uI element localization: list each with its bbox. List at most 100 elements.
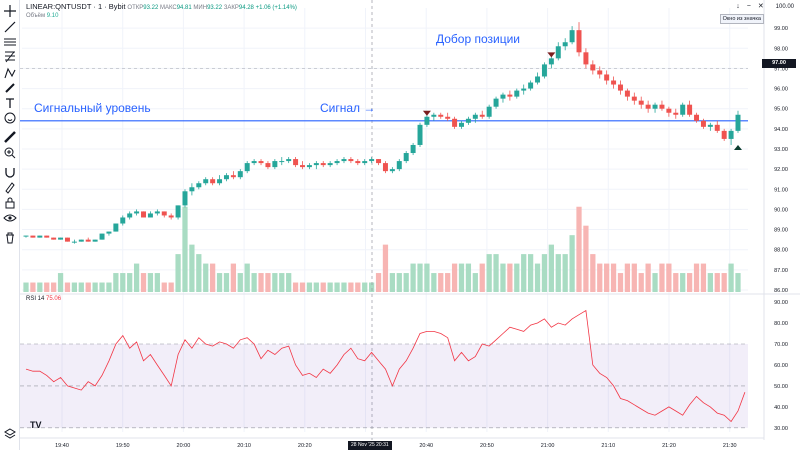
candle-body (617, 84, 623, 91)
trend-line-icon[interactable] (2, 20, 18, 34)
eye-icon[interactable] (2, 211, 18, 225)
candle-body (624, 90, 630, 97)
crosshair-icon[interactable] (2, 4, 18, 18)
volume-bar (438, 273, 444, 292)
candle-body (631, 96, 637, 101)
axes: 99.00 98.00 97.00 96.00 95.00 94.00 93.00 92.00… (55, 26, 788, 449)
candle-body (369, 159, 375, 162)
add-position-label[interactable]: Добор позиции (436, 32, 521, 46)
minus-icon[interactable]: − (746, 3, 751, 10)
candle-body (493, 98, 499, 107)
symbol-title[interactable]: LINEAR:QNTUSDT · 1 · Bybit (26, 2, 126, 11)
volume-bar (431, 273, 437, 292)
high-value: 94.81 (176, 5, 192, 11)
trade-markers (422, 52, 742, 150)
volume-bar (189, 244, 195, 292)
volume-bar (548, 244, 554, 292)
candle-body (251, 161, 257, 164)
emoji-icon[interactable] (2, 111, 18, 125)
volume-bar (624, 263, 631, 292)
candle-body (161, 211, 167, 216)
candle-body (562, 42, 568, 47)
signal-level-label[interactable]: Сигнальный уровень (34, 101, 151, 115)
volume-bar (223, 273, 230, 292)
volume-bar (458, 263, 465, 292)
brush-icon[interactable] (2, 81, 18, 95)
arrow-down-icon[interactable]: ↓ (736, 3, 740, 10)
volume-bar (133, 263, 140, 292)
trash-icon[interactable] (2, 231, 18, 245)
volume-bar (569, 235, 575, 292)
volume-bar (555, 254, 561, 292)
volume-bar (286, 273, 292, 292)
volume-bar (320, 282, 326, 292)
volume-bar (396, 273, 402, 292)
volume-bar (120, 273, 126, 292)
time-tick-label: 21:20 (662, 443, 676, 449)
layers-icon[interactable] (3, 427, 17, 441)
time-tick-label: 20:20 (298, 443, 312, 449)
volume-bar (106, 282, 112, 292)
volume-bar (57, 273, 64, 292)
volume-bar (44, 282, 50, 292)
candle-body (431, 114, 437, 117)
candle-body (500, 94, 506, 99)
volume-bar (299, 282, 306, 292)
volume-bar (617, 273, 624, 292)
candle-body (548, 58, 554, 65)
candle-body (300, 165, 305, 168)
candle-body (320, 163, 326, 166)
volume-bar (527, 254, 534, 292)
symbol-legend[interactable]: LINEAR:QNTUSDT · 1 · Bybit ОТКР93.22 МАК… (26, 2, 297, 11)
candle-body (694, 114, 700, 121)
candle-body (37, 235, 43, 238)
magnet-icon[interactable] (2, 165, 18, 179)
volume-bar (417, 263, 423, 292)
time-tick-label: 20:40 (419, 443, 433, 449)
ruler-icon[interactable] (2, 130, 18, 144)
candle-body (147, 213, 153, 218)
pattern-icon[interactable] (2, 66, 18, 80)
volume-bar (210, 263, 216, 292)
pane-controls: ↓ − ✕ 100.00 (729, 2, 794, 10)
volume-bar (99, 282, 105, 292)
candle-body (583, 52, 589, 65)
zoom-in-icon[interactable] (2, 146, 18, 160)
volume-bar (590, 254, 596, 292)
candle-body (58, 237, 64, 240)
volume-bar (362, 282, 368, 292)
candle-body (92, 239, 98, 242)
text-tool-icon[interactable] (2, 96, 18, 110)
volume-bar (237, 273, 243, 292)
candle-body (64, 237, 70, 242)
candle-body (272, 161, 278, 168)
volume-bar (272, 273, 278, 292)
volume-bar (403, 273, 409, 292)
candle-body (417, 124, 423, 145)
close-icon[interactable]: ✕ (757, 3, 764, 10)
volume-bar (244, 263, 250, 292)
volume-bar (486, 254, 492, 292)
buy-marker-icon (734, 144, 742, 150)
candle-body (175, 205, 181, 218)
volume-bar (576, 206, 582, 292)
candle-body (258, 161, 264, 164)
time-tick-label: 19:50 (116, 443, 130, 449)
fib-retracement-icon[interactable] (2, 50, 18, 64)
tradingview-logo[interactable]: TV (30, 420, 42, 430)
lock-icon[interactable] (2, 196, 18, 210)
volume-bar (472, 273, 478, 292)
volume-bar (521, 254, 527, 292)
candle-body (244, 163, 250, 172)
candle-body (341, 159, 347, 162)
volume-bar (479, 263, 485, 292)
rsi-legend[interactable]: RSI 14 75.06 (26, 296, 61, 302)
volume-legend[interactable]: Объём 9.10 (26, 13, 58, 19)
candle-body (396, 161, 402, 170)
signal-label[interactable]: Сигнал → (320, 101, 376, 115)
rsi-label: RSI 14 (26, 296, 45, 302)
candle-body (265, 163, 271, 168)
stay-in-drawing-icon[interactable] (2, 180, 18, 194)
horizontal-lines-icon[interactable] (2, 35, 18, 49)
